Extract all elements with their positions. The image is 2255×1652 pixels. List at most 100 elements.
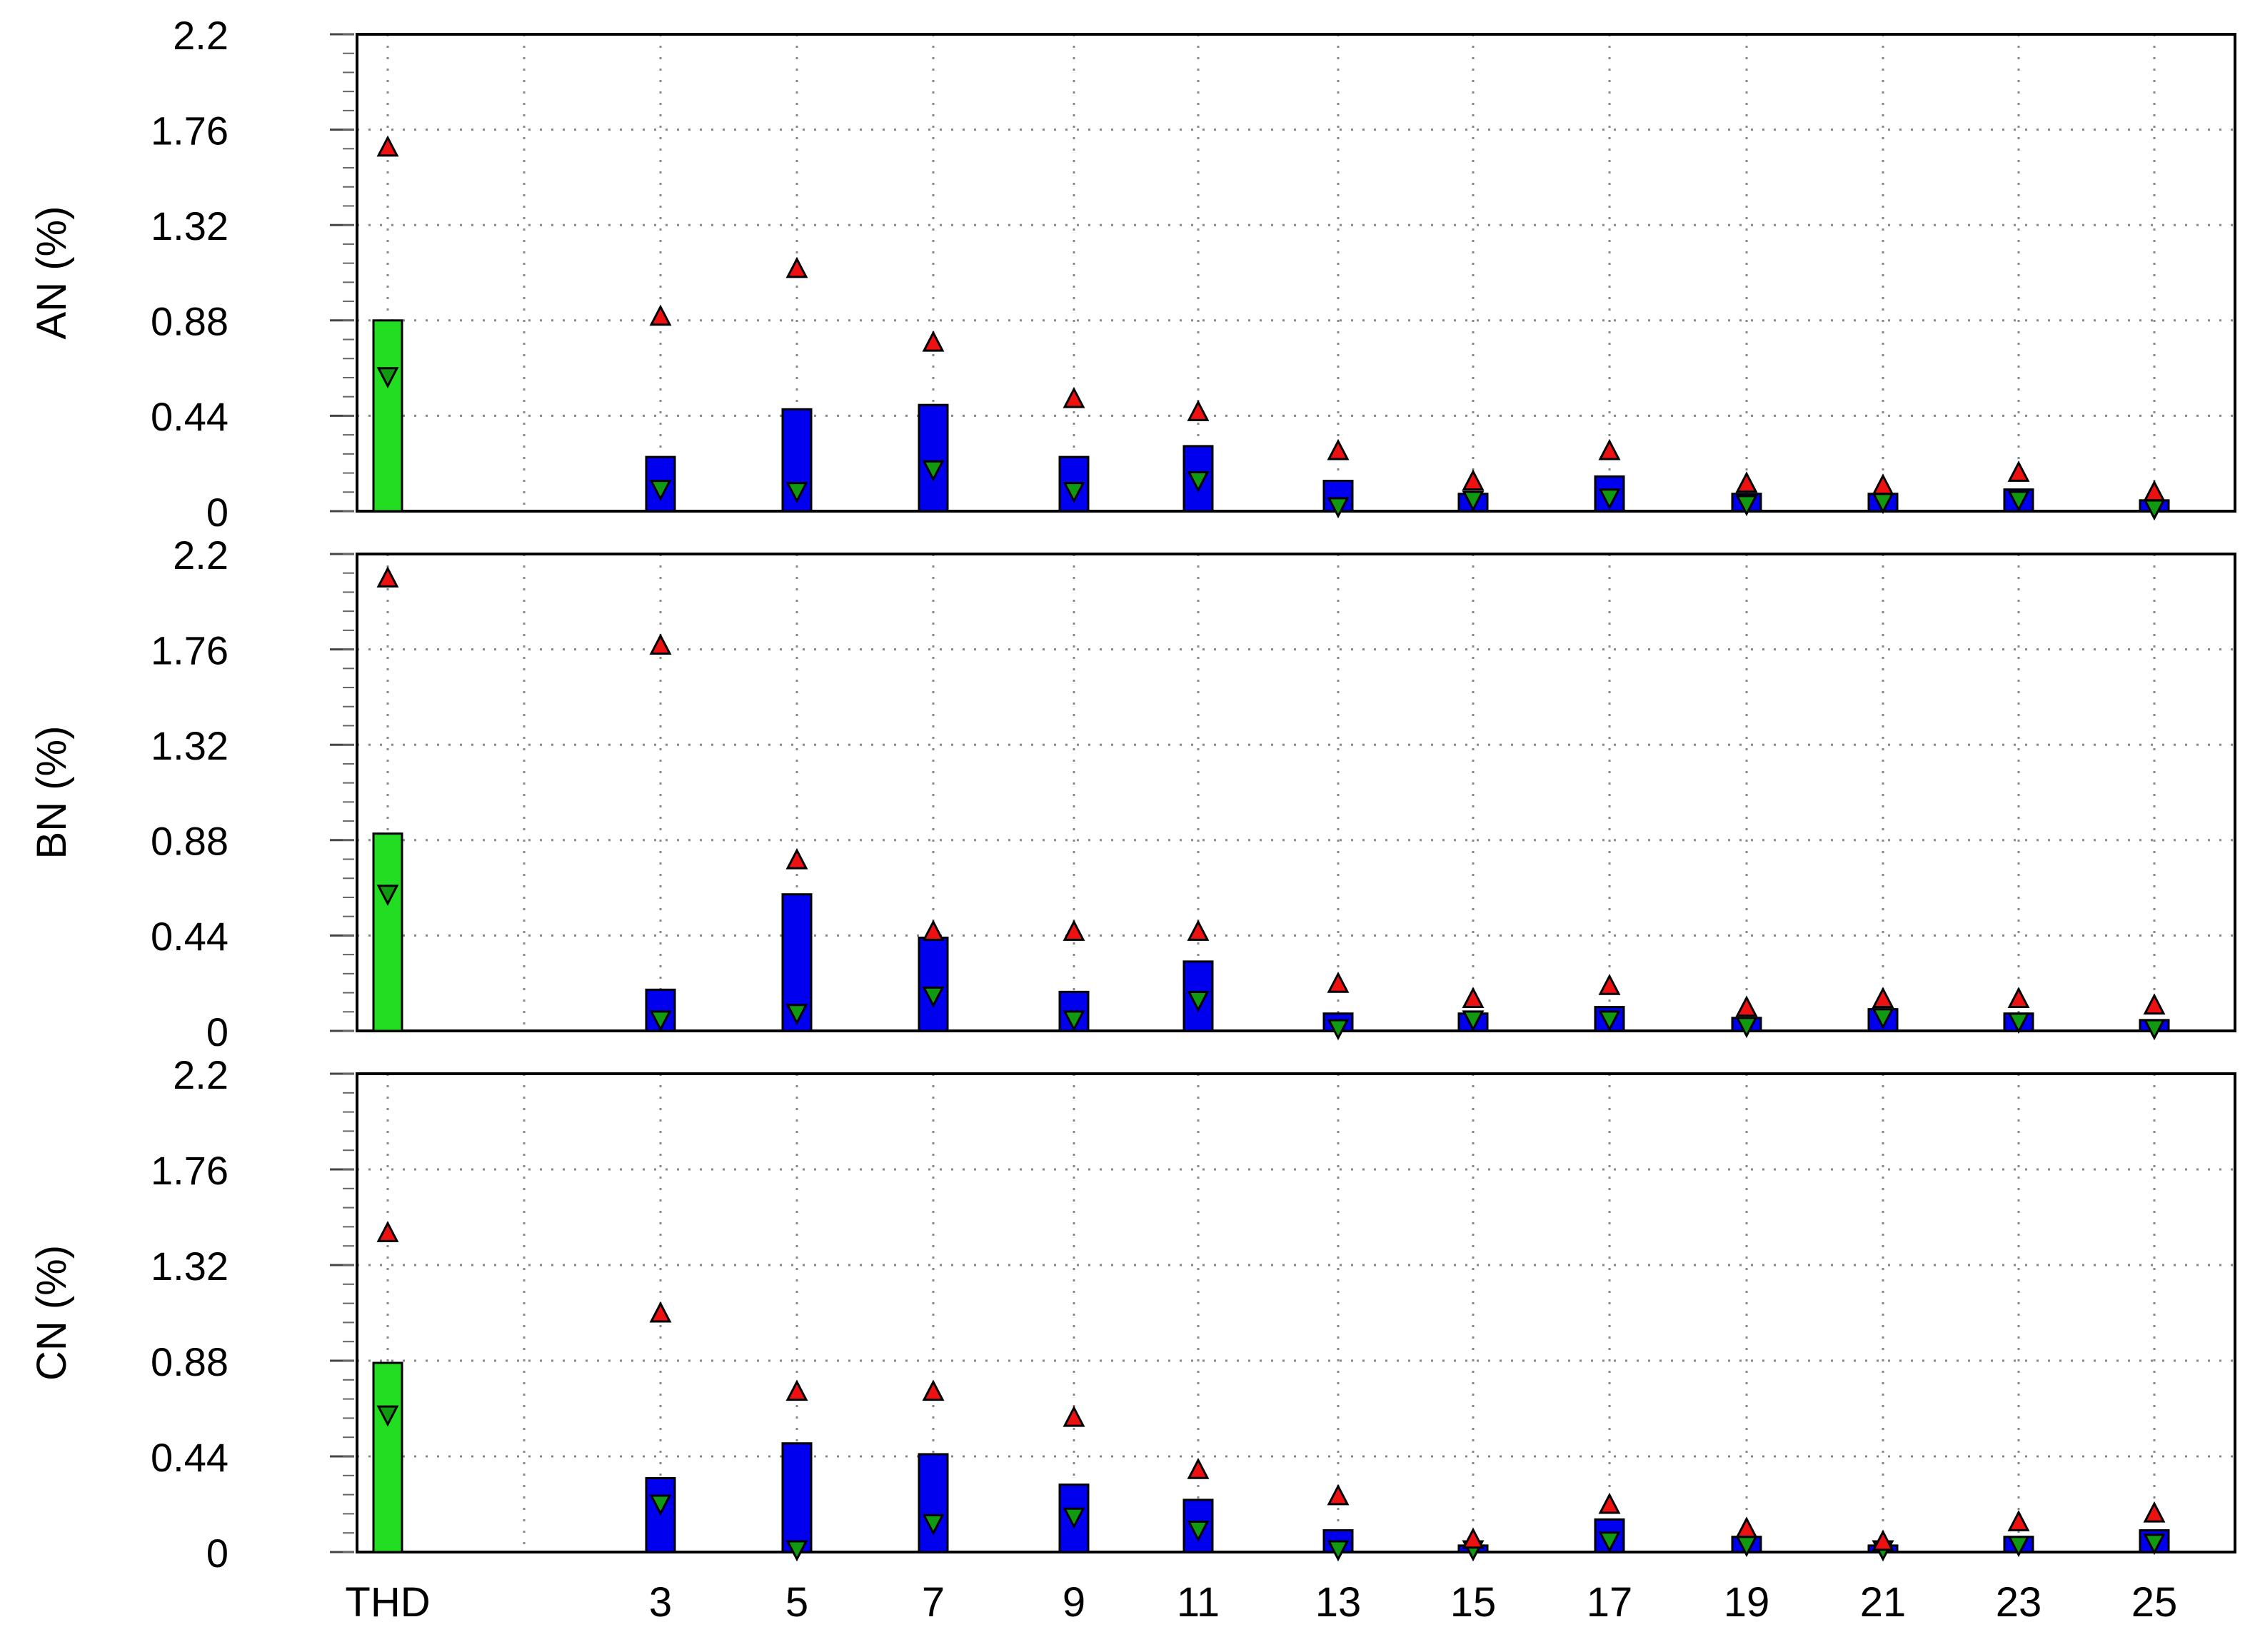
- plot-frame: [356, 33, 2236, 513]
- min-marker: [1462, 490, 1485, 513]
- max-marker: [1462, 987, 1485, 1008]
- max-marker: [2143, 993, 2166, 1015]
- max-marker: [922, 330, 945, 352]
- max-marker: [1735, 1516, 1758, 1538]
- max-marker: [2007, 987, 2030, 1008]
- max-marker: [1462, 1527, 1485, 1549]
- min-marker: [1872, 1008, 1894, 1030]
- max-marker: [1462, 469, 1485, 490]
- max-marker: [1063, 1405, 1085, 1427]
- max-marker: [1187, 400, 1210, 421]
- plot-frame: [356, 1072, 2236, 1553]
- min-marker: [785, 1004, 808, 1025]
- min-marker: [1598, 1531, 1621, 1553]
- y-tick-label: 1.32: [151, 1244, 228, 1289]
- x-tick-label: THD: [345, 1579, 430, 1626]
- min-marker: [1187, 1521, 1210, 1542]
- max-marker: [1598, 438, 1621, 460]
- max-marker: [1063, 386, 1085, 408]
- thd-bar: [372, 832, 403, 1032]
- max-marker: [376, 1221, 399, 1242]
- max-marker: [1735, 995, 1758, 1017]
- y-tick-label: 0.44: [151, 1435, 228, 1480]
- x-tick-label: 25: [2131, 1579, 2178, 1626]
- thd-bar: [372, 319, 403, 513]
- min-marker: [1327, 1019, 1350, 1041]
- y-tick-label: 0.44: [151, 394, 228, 439]
- y-tick-label: 0: [206, 1009, 228, 1054]
- min-marker: [2143, 1019, 2166, 1041]
- harmonic-bar: [918, 403, 949, 513]
- max-marker: [1327, 971, 1350, 993]
- min-marker: [649, 1494, 672, 1516]
- x-tick-label: 3: [649, 1579, 672, 1626]
- max-marker: [1598, 1492, 1621, 1514]
- x-tick-label: 23: [1996, 1579, 2042, 1626]
- y-tick-label: 0.44: [151, 914, 228, 959]
- min-marker: [1327, 1540, 1350, 1562]
- min-marker: [1063, 482, 1085, 503]
- max-marker: [1063, 920, 1085, 941]
- y-tick-label: 0: [206, 490, 228, 535]
- y-axis-label: BN (%): [29, 726, 75, 860]
- min-marker: [922, 460, 945, 482]
- max-marker: [2143, 1501, 2166, 1523]
- max-marker: [922, 1379, 945, 1401]
- y-tick-label: 1.76: [151, 628, 228, 673]
- x-tick-label: 5: [785, 1579, 808, 1626]
- y-tick-label: 1.32: [151, 203, 228, 248]
- x-tick-label: 11: [1177, 1579, 1220, 1626]
- x-tick-label: 17: [1587, 1579, 1633, 1626]
- max-marker: [376, 135, 399, 157]
- y-tick-label: 0.88: [151, 1339, 228, 1384]
- min-marker: [2143, 1533, 2166, 1556]
- thd-bar: [372, 1361, 403, 1553]
- x-tick-label: 7: [922, 1579, 945, 1626]
- min-marker: [1598, 488, 1621, 510]
- y-tick-label: 1.76: [151, 108, 228, 153]
- y-tick-label: 1.32: [151, 723, 228, 768]
- max-marker: [785, 1379, 808, 1401]
- max-marker: [1187, 1458, 1210, 1479]
- y-tick-label: 2.2: [173, 13, 228, 58]
- min-marker: [649, 1010, 672, 1032]
- y-tick-label: 1.76: [151, 1148, 228, 1193]
- min-marker: [2007, 1012, 2030, 1034]
- min-marker: [1063, 1507, 1085, 1529]
- max-marker: [649, 304, 672, 326]
- min-marker: [1187, 470, 1210, 493]
- max-marker: [1872, 473, 1894, 495]
- min-marker: [2007, 1536, 2030, 1558]
- min-marker: [376, 885, 399, 906]
- min-marker: [376, 367, 399, 388]
- x-tick-label: 15: [1450, 1579, 1497, 1626]
- x-tick-label: 13: [1315, 1579, 1362, 1626]
- max-marker: [785, 847, 808, 870]
- min-marker: [922, 1514, 945, 1536]
- harmonic-bar: [918, 936, 949, 1032]
- harmonic-bar: [645, 455, 676, 513]
- max-marker: [2143, 480, 2166, 502]
- min-marker: [1327, 497, 1350, 519]
- max-marker: [1735, 471, 1758, 493]
- min-marker: [1187, 990, 1210, 1012]
- y-tick-label: 2.2: [173, 1052, 228, 1097]
- max-marker: [1327, 438, 1350, 460]
- max-marker: [1598, 973, 1621, 995]
- min-marker: [1462, 1010, 1485, 1032]
- max-marker: [1872, 1529, 1894, 1551]
- min-marker: [785, 482, 808, 503]
- max-marker: [2007, 460, 2030, 482]
- y-axis-label: CN (%): [29, 1245, 75, 1381]
- max-marker: [649, 1301, 672, 1323]
- y-tick-label: 0: [206, 1531, 228, 1576]
- min-marker: [1735, 495, 1758, 517]
- max-marker: [1872, 987, 1894, 1008]
- max-marker: [922, 920, 945, 941]
- y-axis-label: AN (%): [29, 206, 75, 340]
- y-tick-label: 0.88: [151, 819, 228, 864]
- x-tick-label: 21: [1860, 1579, 1907, 1626]
- min-marker: [922, 986, 945, 1008]
